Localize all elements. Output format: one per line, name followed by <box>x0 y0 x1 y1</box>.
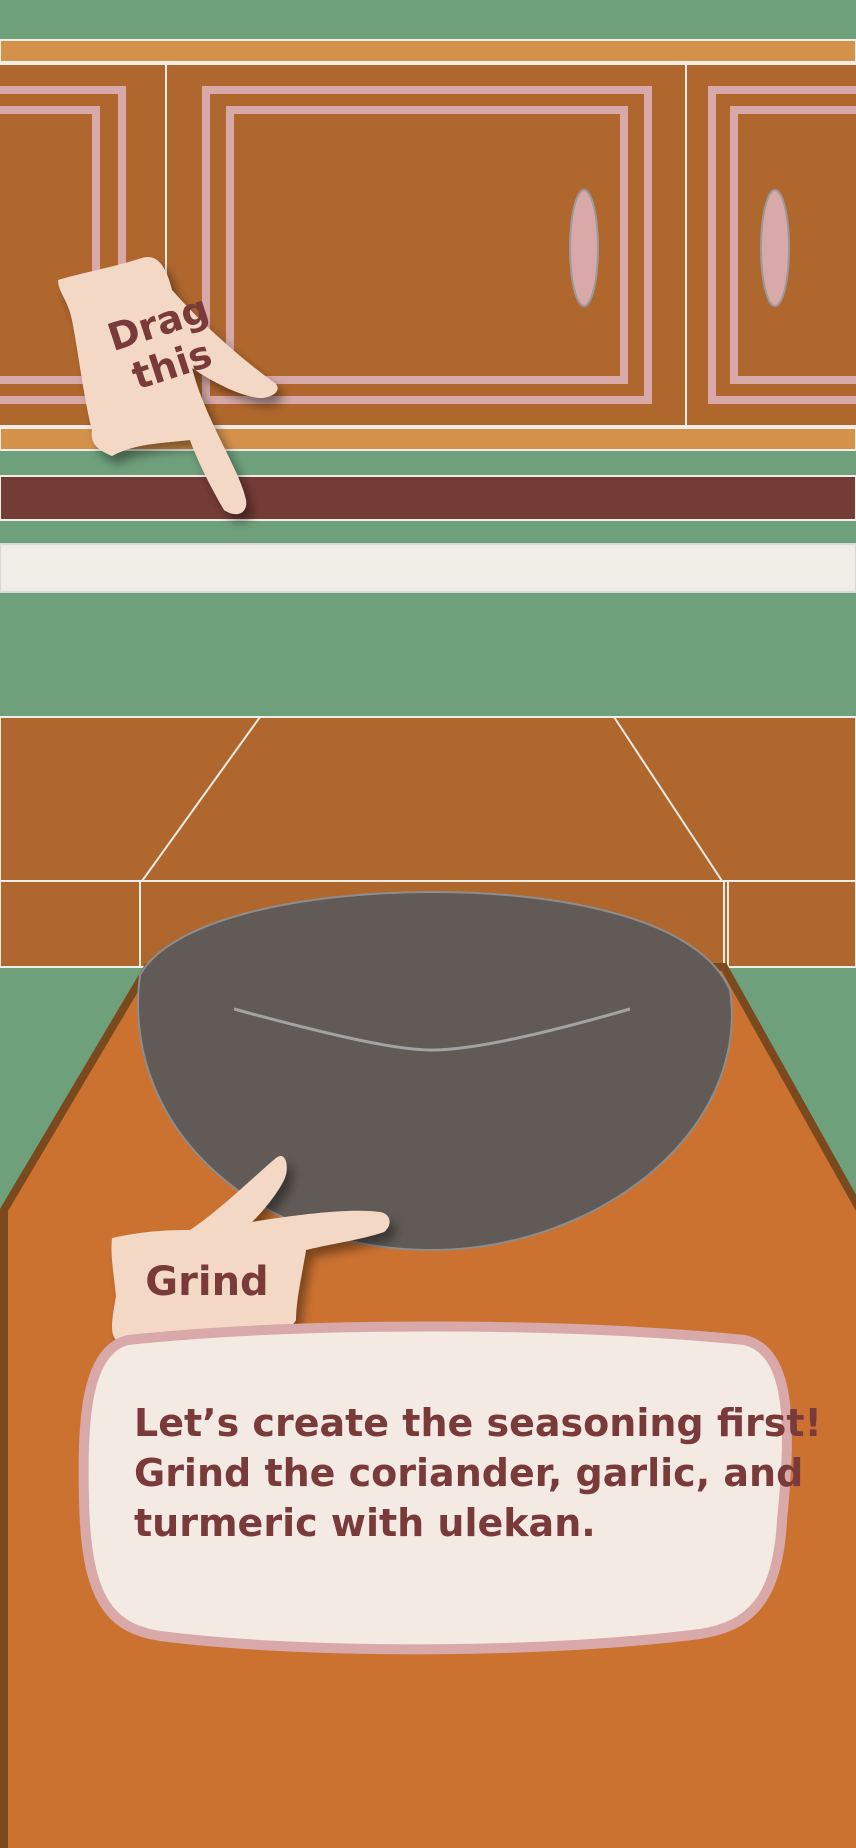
pointing-hand-icon <box>111 1156 390 1344</box>
top-shelf-trim <box>0 39 856 63</box>
upper-cabinets <box>0 63 856 427</box>
counter-strip <box>0 543 856 593</box>
instruction-line: Grind the coriander, garlic, and <box>134 1451 804 1495</box>
instruction-line: turmeric with ulekan. <box>134 1501 596 1545</box>
cabinet-handle <box>569 189 599 307</box>
pointing-hand-icon <box>58 257 278 515</box>
grind-hint-label: Grind <box>145 1259 269 1305</box>
instruction-text: Let’s create the seasoning first! Grind … <box>134 1398 822 1548</box>
instruction-line: Let’s create the seasoning first! <box>134 1401 822 1445</box>
backsplash <box>0 475 856 521</box>
cabinet-handle <box>760 189 790 307</box>
